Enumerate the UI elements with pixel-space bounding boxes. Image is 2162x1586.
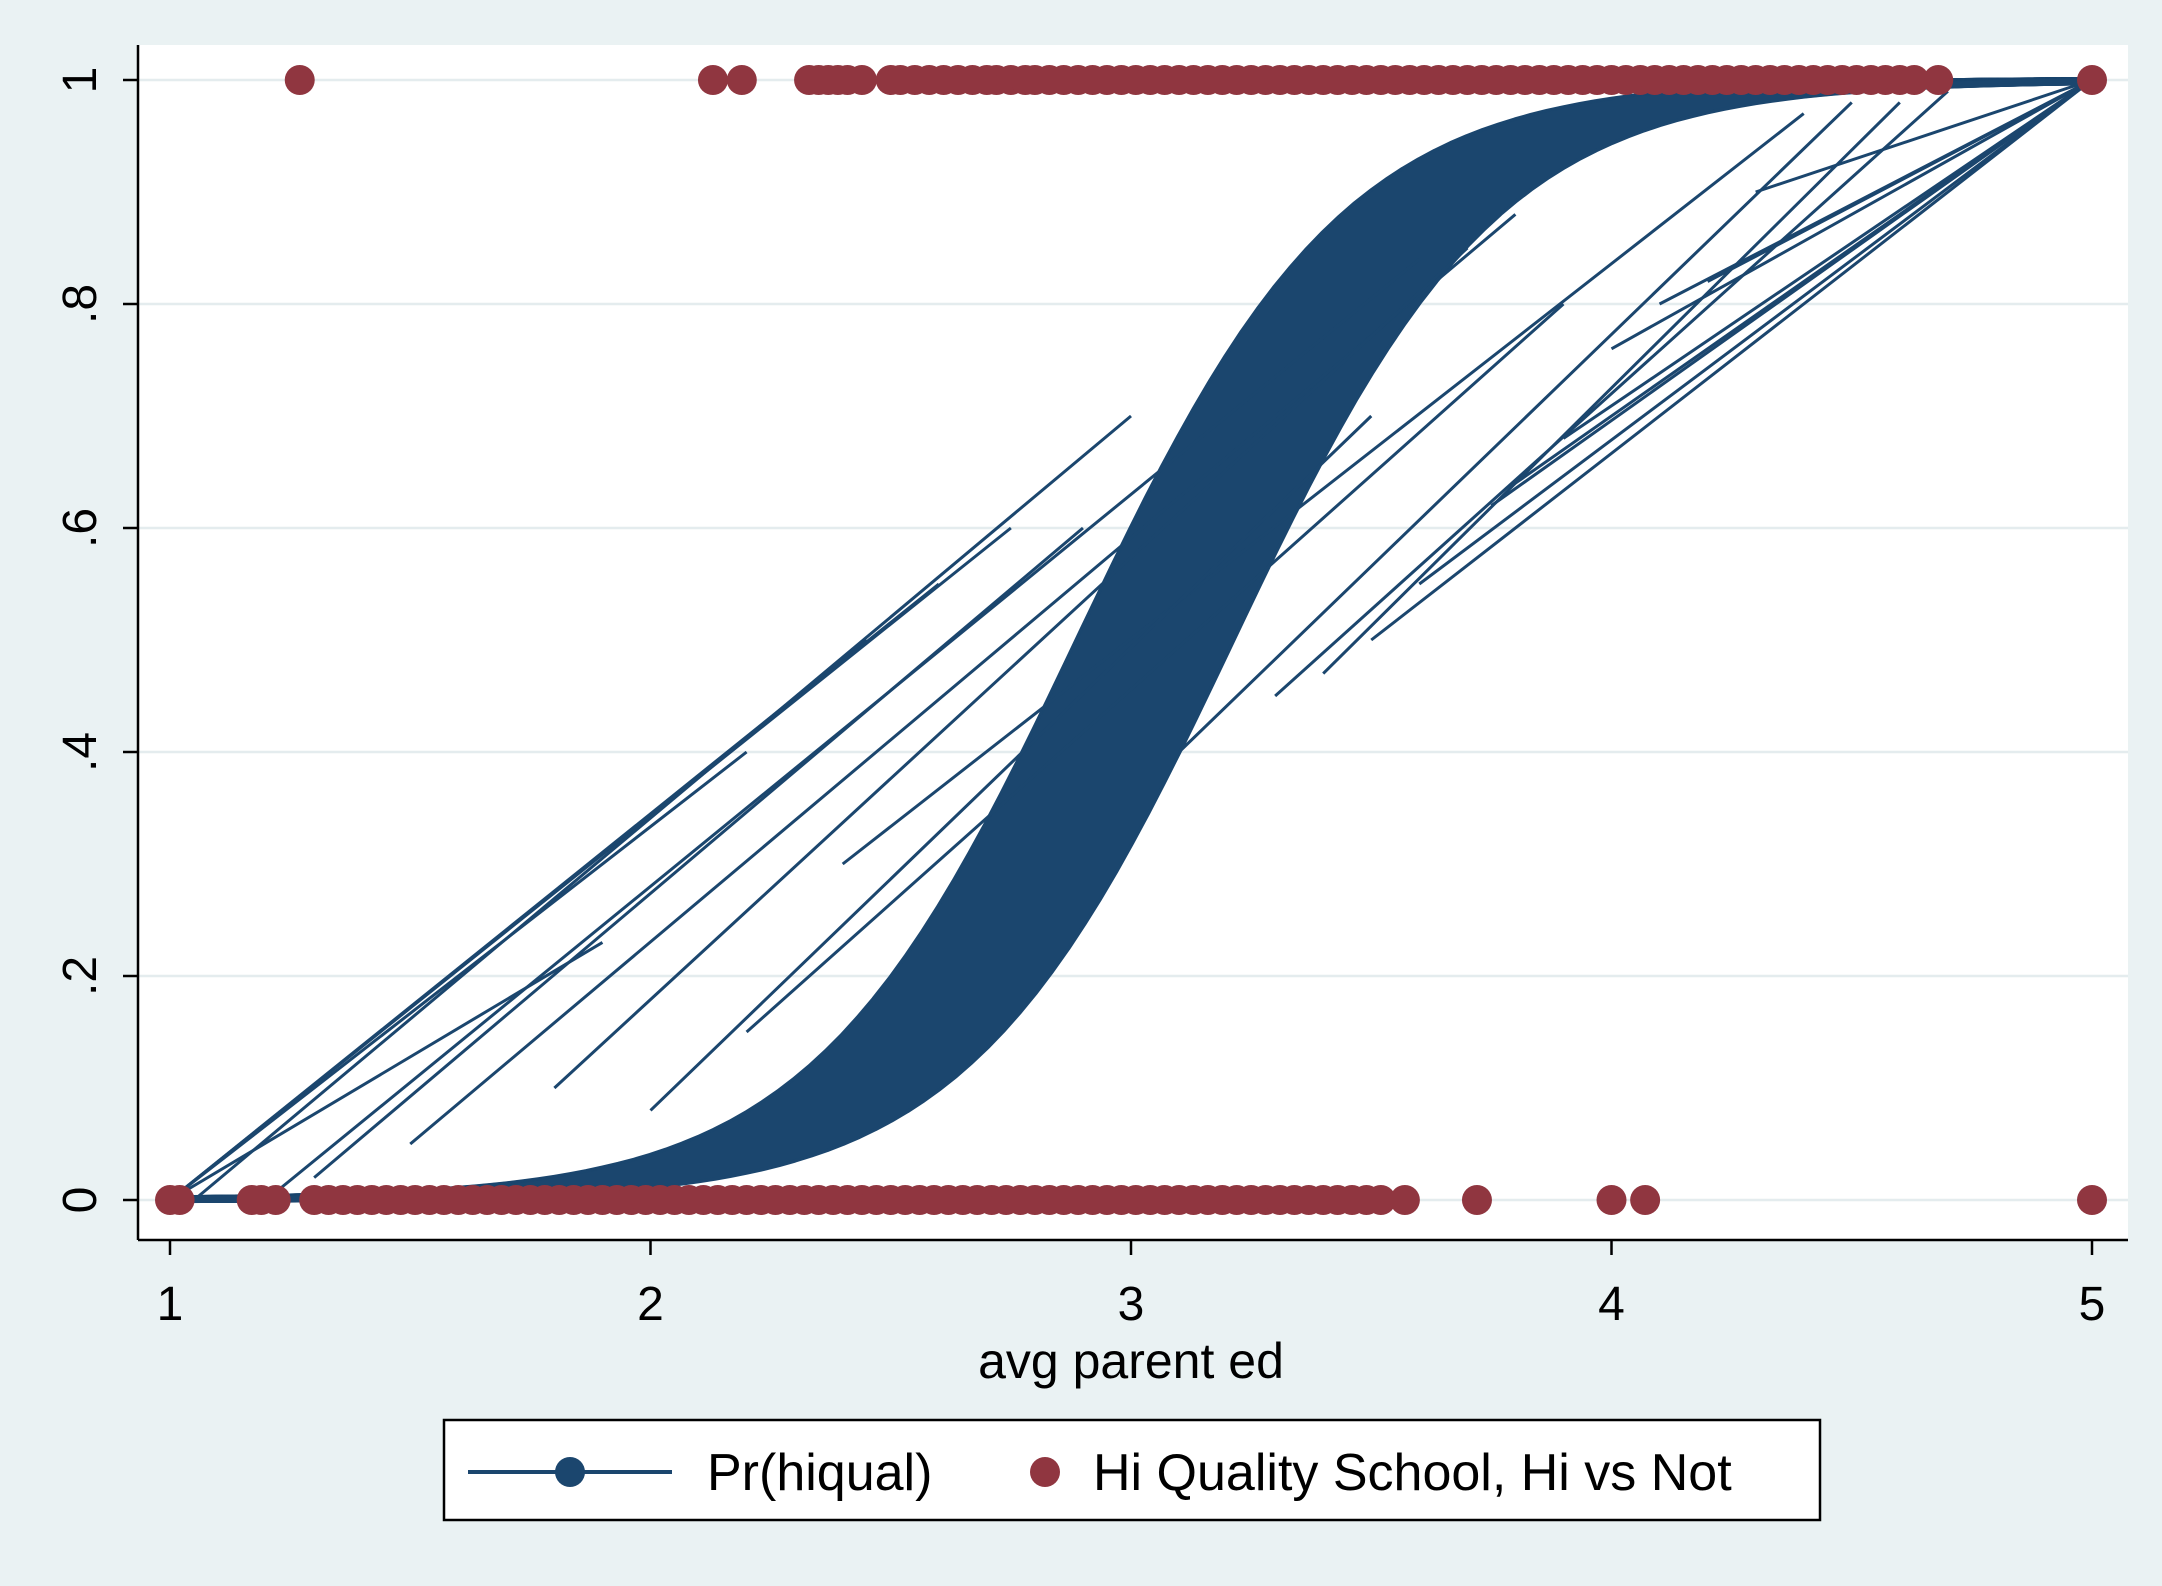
y-tick-label-1: .2 [54,956,107,996]
pr-hiqual-line-21 [1658,78,2093,306]
y-tick-label-5: 1 [54,67,107,94]
pr-hiqual-line-24 [313,526,1084,1179]
hi-quality-point-y1-2 [726,65,757,95]
y-tick-label-0: 0 [54,1187,107,1214]
hi-quality-point-y0-81 [1461,1185,1492,1215]
pr-hiqual-line-14 [1562,78,2093,440]
hi-quality-point-y1-82 [1923,65,1954,95]
y-tick-label-4: .8 [54,284,107,324]
x-axis-ticks: 1 2 3 4 5 [157,1240,2106,1331]
hi-quality-point-y1-81 [1899,65,1930,95]
pr-hiqual-line-4 [169,750,748,1202]
pr-hiqual-line-3 [193,414,1132,1202]
hi-quality-point-y1-83 [2077,65,2107,95]
series-hi-quality-school [155,65,2107,1215]
pr-hiqual-line-9 [841,112,1805,866]
hi-quality-point-y1-1 [697,65,728,95]
y-tick-label-2: .4 [54,732,107,772]
pr-hiqual-line-22 [1755,78,2093,194]
pr-hiqual-line-15 [1490,78,2093,507]
axes [136,45,2128,1242]
y-tick-label-3: .6 [54,508,107,548]
pr-hiqual-line-12 [1370,78,2093,642]
hi-quality-point-y1-0 [284,65,315,95]
hi-quality-point-y0-84 [2077,1185,2107,1215]
pr-hiqual-line-10 [745,302,1565,1034]
pr-hiqual-line-6 [409,213,1517,1146]
x-tick-label-1: 2 [637,1278,664,1331]
legend: Pr(hiqual) Hi Quality School, Hi vs Not [442,1418,1822,1522]
legend-point-marker [1030,1457,1060,1487]
pr-hiqual-line-19 [1178,101,1853,754]
pr-hiqual-line-11 [1418,78,2093,586]
x-tick-label-3: 4 [1598,1278,1625,1331]
hi-quality-point-y0-79 [1365,1185,1396,1215]
legend-label-hi-quality-school: Hi Quality School, Hi vs Not [1093,1444,1732,1502]
y-axis-ticks: 0 .2 .4 .6 .8 1 [54,67,138,1214]
hi-quality-point-y0-83 [1630,1185,1661,1215]
hi-quality-point-y0-82 [1596,1185,1627,1215]
pr-hiqual-line-8 [553,246,1469,1090]
legend-line-marker [555,1457,585,1487]
hi-quality-point-y0-4 [260,1185,291,1215]
pr-hiqual-line-18 [1322,101,1901,675]
x-tick-label-4: 5 [2079,1278,2106,1331]
pr-hiqual-line-7 [169,941,604,1202]
pr-hiqual-line-23 [649,414,1373,1112]
pr-hiqual-line-16 [1610,78,2093,351]
legend-box [442,1418,1822,1522]
hi-quality-point-y0-1 [164,1185,195,1215]
pr-hiqual-line-17 [1274,90,1949,698]
hi-quality-point-y1-8 [846,65,877,95]
x-tick-label-2: 3 [1118,1278,1145,1331]
x-tick-label-0: 1 [157,1278,184,1331]
hi-quality-point-y0-80 [1389,1185,1420,1215]
x-axis-title: avg parent ed [978,1333,1284,1389]
legend-label-pr-hiqual: Pr(hiqual) [707,1444,932,1502]
